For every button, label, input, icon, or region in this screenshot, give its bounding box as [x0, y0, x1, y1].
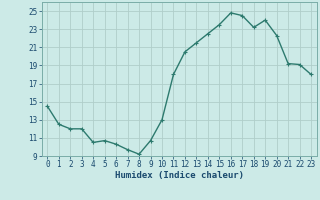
X-axis label: Humidex (Indice chaleur): Humidex (Indice chaleur): [115, 171, 244, 180]
